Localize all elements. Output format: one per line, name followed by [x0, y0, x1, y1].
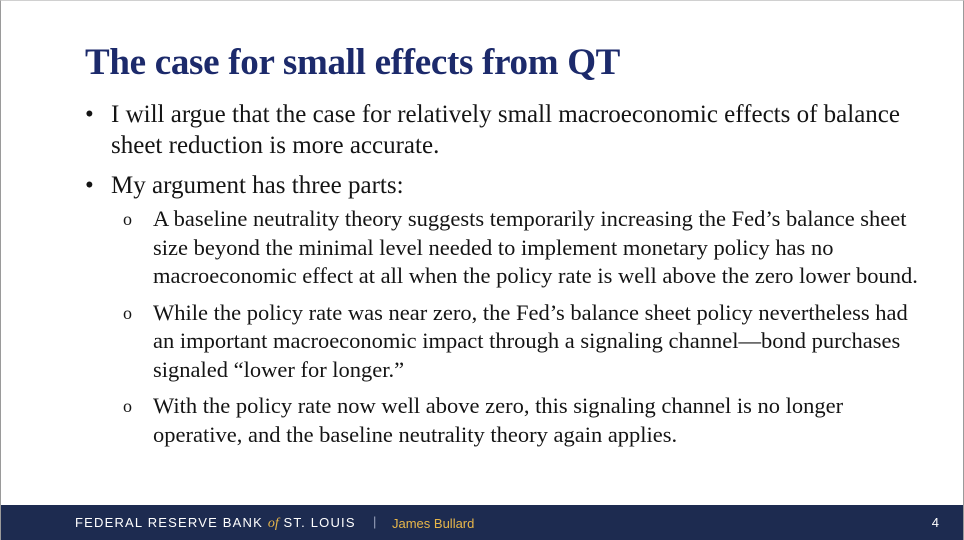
footer-organization: FEDERAL RESERVE BANK of ST. LOUIS	[75, 515, 356, 532]
sub-bullet-item: o A baseline neutrality theory suggests …	[123, 205, 925, 291]
bullet-item: • My argument has three parts: o A basel…	[85, 170, 925, 449]
bullet-dot-icon: •	[85, 101, 94, 128]
bullet-dot-icon: •	[85, 172, 94, 199]
page-number: 4	[931, 515, 939, 530]
footer-org-part1: FEDERAL RESERVE BANK	[75, 515, 268, 530]
sub-bullet-item: o While the policy rate was near zero, t…	[123, 299, 925, 385]
sub-bullet-item: o With the policy rate now well above ze…	[123, 392, 925, 449]
footer-org-part2: ST. LOUIS	[278, 515, 356, 530]
bullet-text: I will argue that the case for relativel…	[111, 101, 901, 159]
footer-author: James Bullard	[392, 516, 475, 531]
bullet-list: • I will argue that the case for relativ…	[85, 99, 925, 458]
slide-title: The case for small effects from QT	[85, 42, 621, 83]
footer-org-of: of	[267, 516, 279, 531]
sub-bullet-text: With the policy rate now well above zero…	[153, 393, 844, 447]
bullet-item: • I will argue that the case for relativ…	[85, 99, 925, 161]
sub-bullet-list: o A baseline neutrality theory suggests …	[123, 205, 925, 449]
sub-bullet-text: While the policy rate was near zero, the…	[153, 299, 908, 382]
sub-bullet-circle-icon: o	[123, 396, 132, 416]
footer-separator: |	[373, 514, 377, 529]
sub-bullet-circle-icon: o	[123, 209, 132, 229]
bullet-text: My argument has three parts:	[111, 172, 404, 199]
sub-bullet-circle-icon: o	[123, 302, 132, 323]
sub-bullet-text: A baseline neutrality theory suggests te…	[153, 206, 918, 288]
footer-bar: FEDERAL RESERVE BANK of ST. LOUIS | Jame…	[1, 505, 963, 540]
